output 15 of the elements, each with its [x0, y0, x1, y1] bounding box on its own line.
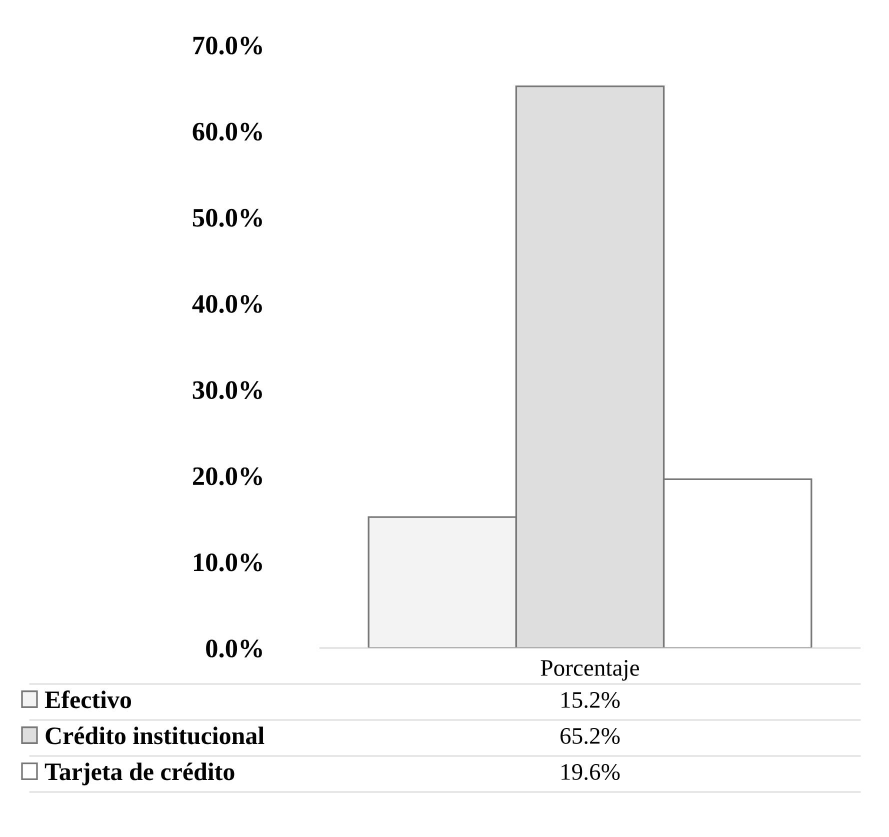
y-tick-label: 50.0%	[192, 208, 262, 227]
text: 65.2%	[560, 728, 620, 744]
y-tick-label: 30.0%	[192, 381, 262, 400]
y-tick-label: 70.0%	[193, 36, 262, 55]
y-tick-label: 60.0%	[192, 122, 262, 141]
y-tick-label: 0.0%	[206, 640, 262, 658]
legend-label: Tarjeta de crédito	[44, 762, 234, 786]
text: 19.6%	[562, 764, 620, 780]
y-tick-label: 20.0%	[192, 467, 262, 486]
legend-label: Crédito institucional	[46, 726, 264, 744]
legend-label: Efectivo	[44, 690, 132, 708]
x-tick-label: Porcentaje	[540, 660, 640, 681]
y-tick-label: 10.0%	[194, 553, 262, 572]
y-tick-label: 40.0%	[192, 295, 262, 313]
text: 15.2%	[562, 692, 620, 708]
